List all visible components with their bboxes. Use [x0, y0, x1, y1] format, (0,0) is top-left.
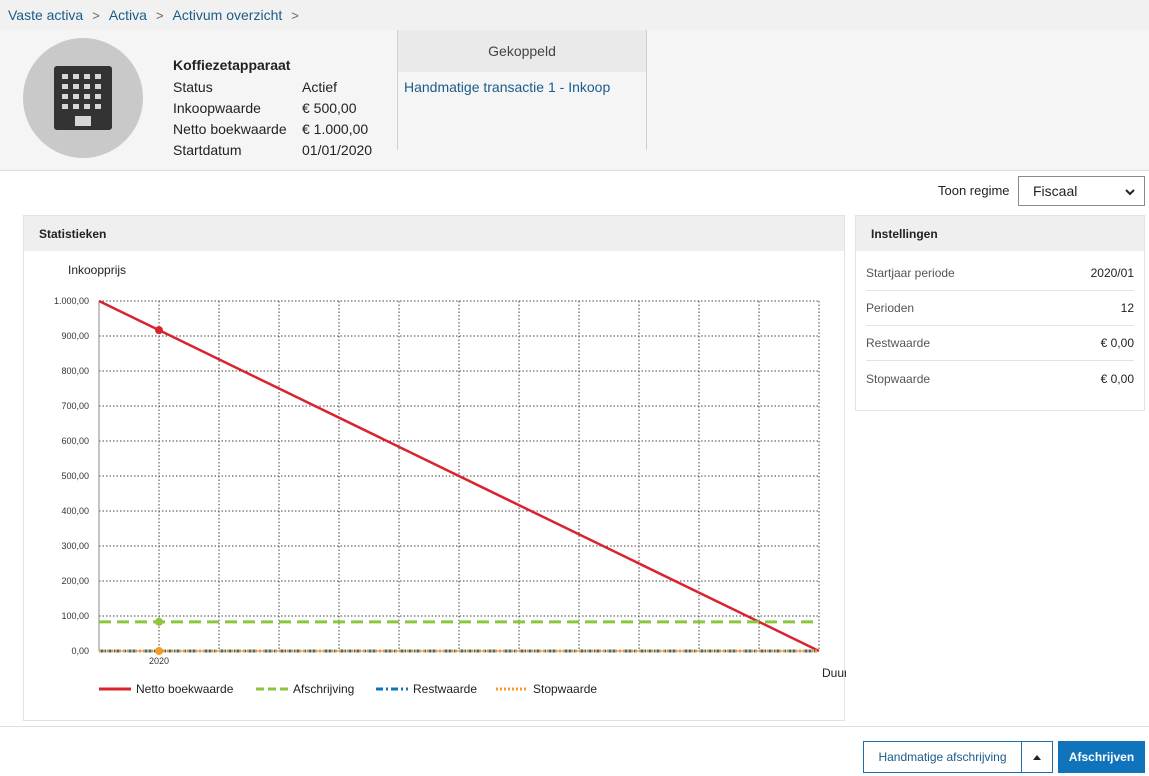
- breadcrumb-activum-overzicht[interactable]: Activum overzicht: [172, 7, 283, 23]
- depreciate-button[interactable]: Afschrijven: [1058, 741, 1145, 773]
- y-tick-label: 100,00: [61, 611, 89, 621]
- property-row: Startdatum 01/01/2020: [173, 139, 372, 160]
- asset-properties: Status Actief Inkoopwaarde € 500,00 Nett…: [173, 76, 372, 160]
- chevron-down-icon: [1125, 189, 1135, 196]
- y-tick-label: 700,00: [61, 401, 89, 411]
- x-axis-title: Duur: [822, 666, 846, 680]
- breadcrumb-separator: >: [291, 7, 299, 23]
- dropdown-toggle-button[interactable]: [1021, 741, 1053, 773]
- data-point-stopwaarde: [155, 647, 163, 655]
- settings-panel: Instellingen Startjaar periode 2020/01 P…: [855, 215, 1145, 411]
- breadcrumb-vaste-activa[interactable]: Vaste activa: [8, 7, 84, 23]
- legend-label-afschrijving: Afschrijving: [293, 682, 354, 696]
- asset-header: Koffiezetapparaat Status Actief Inkoopwa…: [0, 30, 1149, 171]
- breadcrumb: Vaste activa > Activa > Activum overzich…: [0, 0, 1149, 30]
- caret-up-icon: [1033, 755, 1041, 760]
- setting-value: 2020/01: [1090, 266, 1134, 280]
- setting-label: Perioden: [866, 301, 915, 315]
- y-tick-label: 0,00: [71, 646, 89, 656]
- setting-row-perioden: Perioden 12: [866, 291, 1134, 326]
- property-label: Startdatum: [173, 141, 242, 158]
- divider: [646, 30, 647, 150]
- legend-label-netto-boekwaarde: Netto boekwaarde: [136, 682, 234, 696]
- y-tick-label: 900,00: [61, 331, 89, 341]
- regime-label: Toon regime: [938, 183, 1010, 198]
- data-point-afschrijving: [155, 617, 163, 626]
- setting-label: Startjaar periode: [866, 266, 955, 280]
- setting-value: € 0,00: [1100, 336, 1134, 350]
- property-label: Inkoopwaarde: [173, 99, 261, 116]
- depreciation-chart: 0,00 100,00 200,00 300,00 400,00 500,00 600,00…: [54, 263, 846, 696]
- property-row: Netto boekwaarde € 1.000,00: [173, 118, 372, 139]
- legend-label-stopwaarde: Stopwaarde: [533, 682, 597, 696]
- property-row: Inkoopwaarde € 500,00: [173, 97, 372, 118]
- regime-select[interactable]: Fiscaal: [1018, 176, 1145, 206]
- setting-value: € 0,00: [1100, 371, 1134, 386]
- linked-header: Gekoppeld: [398, 30, 646, 72]
- setting-row-stopwaarde: Stopwaarde € 0,00: [866, 361, 1134, 396]
- breadcrumb-activa[interactable]: Activa: [108, 7, 147, 23]
- building-icon: [54, 66, 112, 130]
- y-tick-label: 500,00: [61, 471, 89, 481]
- statistics-title: Statistieken: [24, 216, 844, 251]
- property-label: Status: [173, 78, 213, 95]
- data-point-netto-boekwaarde: [155, 326, 163, 335]
- y-axis-title: Inkoopprijs: [68, 263, 126, 277]
- manual-depreciation-button[interactable]: Handmatige afschrijving: [863, 741, 1022, 773]
- y-tick-label: 300,00: [61, 541, 89, 551]
- regime-selected-value: Fiscaal: [1033, 183, 1078, 199]
- asset-avatar: [23, 38, 143, 158]
- setting-label: Restwaarde: [866, 336, 931, 350]
- property-value: 01/01/2020: [302, 141, 373, 158]
- x-tick-label: 2020: [149, 656, 169, 666]
- breadcrumb-separator: >: [155, 7, 164, 23]
- property-label: Netto boekwaarde: [173, 120, 287, 137]
- setting-value: 12: [1120, 301, 1134, 315]
- footer-divider: [0, 726, 1149, 727]
- property-row: Status Actief: [173, 76, 372, 97]
- legend-label-restwaarde: Restwaarde: [413, 682, 477, 696]
- y-tick-label: 600,00: [61, 436, 89, 446]
- breadcrumb-separator: >: [92, 7, 100, 23]
- y-tick-label: 800,00: [61, 366, 89, 376]
- setting-row-restwaarde: Restwaarde € 0,00: [866, 326, 1134, 361]
- statistics-panel: Statistieken 0,00 100,00 200,00 300,00 400,0…: [23, 215, 846, 721]
- y-tick-label: 200,00: [61, 576, 89, 586]
- divider: [397, 30, 398, 150]
- property-value: € 500,00: [302, 99, 357, 116]
- settings-title: Instellingen: [856, 216, 1144, 251]
- setting-row-startjaar: Startjaar periode 2020/01: [866, 256, 1134, 291]
- y-tick-label: 1.000,00: [54, 296, 89, 306]
- y-tick-label: 400,00: [61, 506, 89, 516]
- setting-label: Stopwaarde: [866, 371, 931, 386]
- property-value: Actief: [302, 78, 338, 95]
- asset-name: Koffiezetapparaat: [173, 57, 291, 73]
- linked-transaction-link[interactable]: Handmatige transactie 1 - Inkoop: [404, 79, 611, 95]
- property-value: € 1.000,00: [302, 120, 369, 137]
